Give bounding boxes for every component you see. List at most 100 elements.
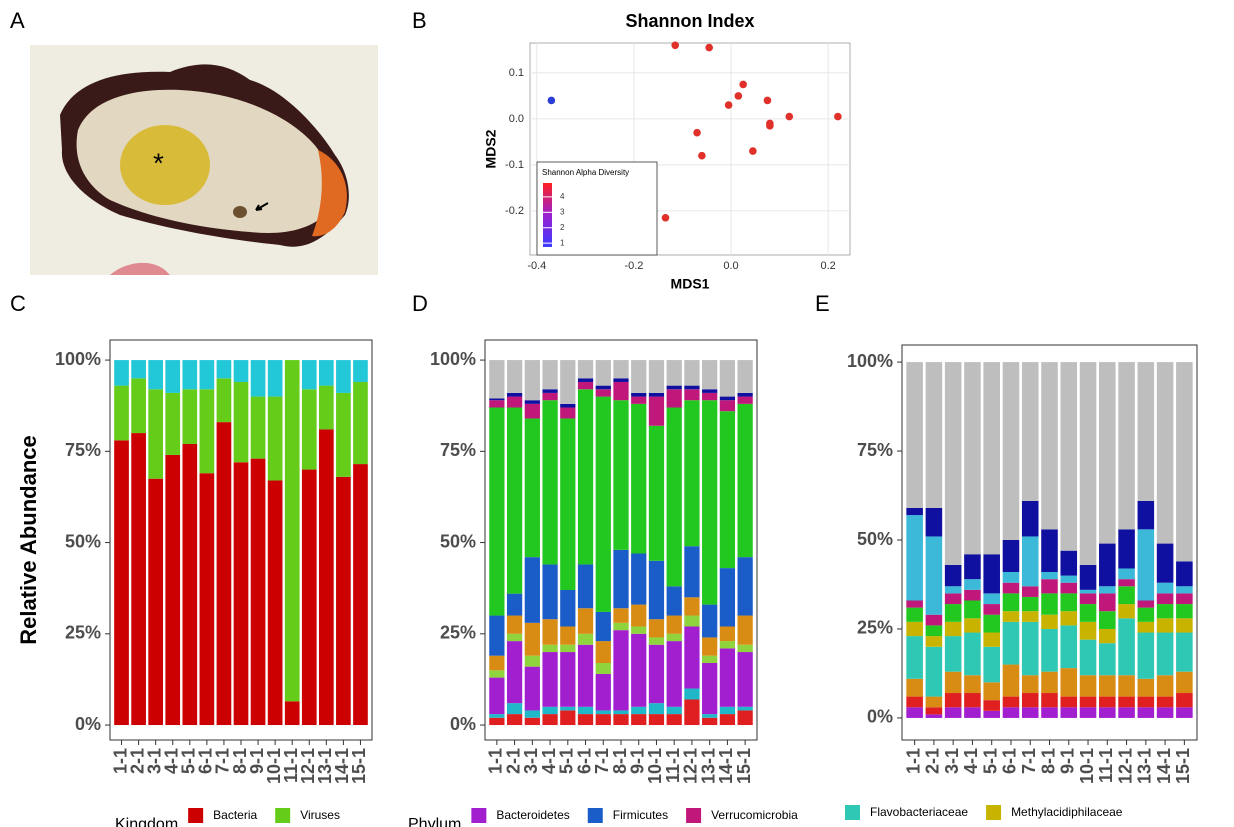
y-tick-label: -0.2: [505, 205, 524, 217]
bar-segment: [165, 393, 180, 455]
bar-segment: [964, 554, 981, 579]
bar-segment: [507, 408, 522, 594]
bar-segment: [964, 618, 981, 632]
legend-swatch: [588, 808, 603, 823]
bar-segment: [684, 699, 699, 725]
bar-segment: [702, 393, 717, 400]
bar-segment: [702, 389, 717, 393]
bar-segment: [302, 389, 317, 469]
bar-segment: [560, 360, 575, 404]
bar-segment: [596, 663, 611, 674]
bar-segment: [1080, 622, 1097, 640]
bar-segment: [631, 707, 646, 714]
bar-segment: [684, 360, 699, 386]
bar-segment: [542, 714, 557, 725]
panel-label: C: [10, 291, 26, 316]
bar-segment: [906, 707, 923, 718]
bar-segment: [667, 389, 682, 407]
bar-segment: [1022, 362, 1039, 501]
bar-segment: [251, 360, 266, 396]
bar-segment: [983, 604, 1000, 615]
y-tick-label: 0.0: [509, 113, 524, 125]
bar-segment: [148, 360, 163, 389]
bar-segment: [1118, 604, 1135, 618]
bar-segment: [319, 386, 334, 430]
point: [764, 97, 772, 105]
bar-segment: [738, 652, 753, 707]
bar-segment: [507, 634, 522, 641]
bar-segment: [983, 362, 1000, 554]
bar-segment: [631, 714, 646, 725]
point: [671, 41, 679, 49]
x-axis-title: MDS1: [671, 276, 710, 292]
bar-segment: [268, 481, 283, 726]
bar-segment: [702, 400, 717, 604]
bar-segment: [148, 389, 163, 478]
photo-annotation: *: [153, 147, 164, 178]
bar-segment: [353, 360, 368, 382]
bar-segment: [217, 360, 232, 378]
y-tick-label: 100%: [430, 349, 476, 369]
y-tick-label: 100%: [847, 351, 893, 371]
bar-segment: [667, 586, 682, 615]
bar-segment: [1080, 362, 1097, 565]
point: [548, 97, 556, 105]
bar-segment: [560, 710, 575, 725]
bar-segment: [596, 710, 611, 714]
bar-segment: [200, 360, 215, 389]
bar-segment: [1022, 501, 1039, 537]
y-tick-label: 25%: [65, 623, 101, 643]
bar-segment: [1138, 707, 1155, 718]
bar-segment: [489, 616, 504, 656]
bar-segment: [560, 418, 575, 590]
bar-segment: [489, 398, 504, 400]
bar-segment: [667, 634, 682, 641]
bar-segment: [1060, 576, 1077, 583]
bar-segment: [720, 626, 735, 641]
bar-segment: [525, 360, 540, 400]
bar-segment: [234, 360, 249, 382]
bar-segment: [926, 536, 943, 614]
point: [766, 122, 774, 130]
bar-segment: [613, 608, 628, 623]
bar-segment: [1060, 611, 1077, 625]
bar-segment: [906, 622, 923, 636]
bar-segment: [1157, 675, 1174, 696]
point: [698, 152, 706, 160]
legend-title: Phylum: [408, 816, 461, 827]
bar-segment: [964, 590, 981, 601]
bar-segment: [1138, 529, 1155, 600]
y-tick-label: 75%: [440, 440, 476, 460]
point: [693, 129, 701, 137]
bar-segment: [251, 459, 266, 725]
bar-segment: [596, 714, 611, 725]
x-tick-label: 9-1: [1058, 748, 1078, 774]
bar-segment: [1003, 540, 1020, 572]
bar-segment: [542, 389, 557, 393]
bar-segment: [1118, 579, 1135, 586]
bar-segment: [217, 422, 232, 725]
bar-segment: [926, 707, 943, 714]
bar-segment: [649, 393, 664, 397]
bar-segment: [1176, 672, 1193, 693]
bar-segment: [560, 707, 575, 711]
bar-segment: [1003, 593, 1020, 611]
bar-segment: [1138, 633, 1155, 679]
bar-segment: [1041, 362, 1058, 529]
bar-segment: [720, 397, 735, 401]
bar-segment: [738, 616, 753, 645]
bar-segment: [667, 616, 682, 634]
bar-segment: [964, 693, 981, 707]
bar-segment: [667, 641, 682, 707]
bar-segment: [684, 597, 699, 615]
bar-segment: [1118, 675, 1135, 696]
bar-segment: [542, 564, 557, 619]
legend-swatch: [275, 808, 290, 823]
bar-segment: [631, 634, 646, 707]
y-tick-label: 25%: [440, 623, 476, 643]
bar-segment: [1176, 586, 1193, 593]
bar-segment: [1157, 633, 1174, 676]
bar-segment: [1138, 601, 1155, 608]
bar-segment: [964, 362, 981, 554]
colorbar-tick-label: 3: [560, 207, 565, 216]
